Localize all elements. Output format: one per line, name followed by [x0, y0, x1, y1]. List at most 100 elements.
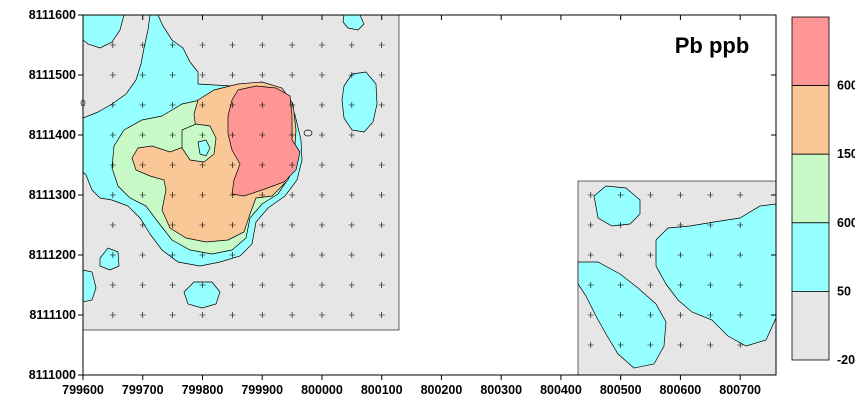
sample-point-cross — [109, 162, 116, 168]
sample-point-cross — [139, 132, 146, 138]
sample-point-cross — [109, 42, 116, 48]
sample-point-cross — [617, 342, 624, 348]
east-elongated-patch-cyan — [341, 71, 378, 133]
sample-point-cross — [109, 102, 116, 108]
sample-point-cross — [259, 102, 266, 108]
sample-point-cross — [259, 312, 266, 318]
legend-swatch — [791, 153, 830, 224]
sample-point-cross — [139, 42, 146, 48]
sample-point-cross — [647, 252, 654, 258]
sample-point-cross — [139, 102, 146, 108]
sample-point-cross — [348, 42, 355, 48]
sample-point-cross — [378, 222, 385, 228]
sample-point-cross — [169, 72, 176, 78]
legend-colorbar: 6000 1500 600 50 -2000 — [791, 16, 855, 367]
sample-point-cross — [199, 282, 206, 288]
sample-point-cross — [737, 342, 744, 348]
sample-point-cross — [677, 312, 684, 318]
sample-point-cross — [318, 102, 325, 108]
legend-label: 6000 — [837, 79, 855, 93]
sample-point-cross — [169, 312, 176, 318]
sample-point-cross — [289, 192, 296, 198]
x-tick-label: 800100 — [361, 383, 403, 397]
sample-point-cross — [229, 192, 236, 198]
sample-point-cross — [169, 192, 176, 198]
sample-point-cross — [109, 282, 116, 288]
y-tick-label: 8111500 — [29, 68, 76, 82]
sample-point-cross — [348, 162, 355, 168]
sample-point-cross — [229, 222, 236, 228]
sample-point-cross — [677, 252, 684, 258]
legend-label: 600 — [837, 216, 855, 230]
sample-point-cross — [378, 192, 385, 198]
sample-point-cross — [229, 252, 236, 258]
x-tick-label: 800200 — [421, 383, 463, 397]
sample-point-cross — [139, 252, 146, 258]
southwest-patch-cyan — [99, 247, 120, 271]
sample-point-cross — [169, 162, 176, 168]
sample-point-cross — [378, 132, 385, 138]
sample-point-cross — [707, 252, 714, 258]
sample-point-cross — [677, 192, 684, 198]
sample-point-cross — [199, 252, 206, 258]
sample-point-cross — [378, 102, 385, 108]
sample-point-cross — [378, 252, 385, 258]
y-axis: 8111000 8111100 8111200 8111300 8111400 81115… — [29, 8, 776, 382]
sample-point-cross — [318, 282, 325, 288]
sample-point-cross — [378, 162, 385, 168]
sample-point-cross — [737, 252, 744, 258]
sample-point-cross — [229, 282, 236, 288]
x-tick-label: 799600 — [62, 383, 104, 397]
sample-point-cross — [139, 192, 146, 198]
y-tick-label: 8111200 — [29, 248, 76, 262]
sample-point-cross — [139, 312, 146, 318]
sample-point-cross — [647, 192, 654, 198]
sample-point-cross — [289, 132, 296, 138]
sample-point-cross — [737, 312, 744, 318]
sample-point-cross — [169, 282, 176, 288]
sample-point-cross — [139, 222, 146, 228]
sample-point-cross — [289, 42, 296, 48]
sample-point-cross — [259, 42, 266, 48]
sample-point-cross — [647, 282, 654, 288]
sample-point-cross — [707, 222, 714, 228]
sample-point-cross — [348, 72, 355, 78]
east-survey-area — [577, 180, 777, 376]
sample-point-cross — [259, 192, 266, 198]
sample-point-cross — [199, 102, 206, 108]
y-tick-label: 8111100 — [29, 308, 76, 322]
sample-point-cross — [677, 342, 684, 348]
sample-point-cross — [109, 312, 116, 318]
sample-point-cross — [617, 312, 624, 318]
x-axis: 799600 799700 799800 799900 800000 800100 8002… — [62, 15, 761, 397]
sample-point-cross — [139, 282, 146, 288]
sample-point-cross — [587, 192, 594, 198]
sample-point-cross — [139, 72, 146, 78]
sample-point-cross — [707, 282, 714, 288]
y-tick-label: 8111000 — [29, 368, 76, 382]
sample-point-cross — [169, 102, 176, 108]
sample-point-cross — [169, 222, 176, 228]
sample-point-cross — [318, 252, 325, 258]
sample-point-cross — [109, 132, 116, 138]
zone-6000-plus — [227, 85, 301, 197]
sample-point-cross — [348, 312, 355, 318]
sample-point-cross — [199, 42, 206, 48]
legend-swatch — [791, 222, 830, 292]
sample-point-cross — [737, 222, 744, 228]
sample-point-cross — [109, 252, 116, 258]
sample-point-cross — [617, 252, 624, 258]
sample-point-cross — [199, 132, 206, 138]
south-patch-cyan — [183, 281, 221, 309]
legend-label: -2000 — [837, 353, 855, 367]
x-tick-label: 800600 — [660, 383, 702, 397]
east-north-patch-cyan — [593, 185, 641, 227]
sample-point-cross — [289, 102, 296, 108]
sample-point-cross — [587, 222, 594, 228]
x-tick-label: 800700 — [719, 383, 761, 397]
west-corner-patch-cyan — [82, 14, 125, 49]
sample-point-cross — [229, 102, 236, 108]
sample-point-cross — [109, 192, 116, 198]
sample-point-cross — [318, 312, 325, 318]
